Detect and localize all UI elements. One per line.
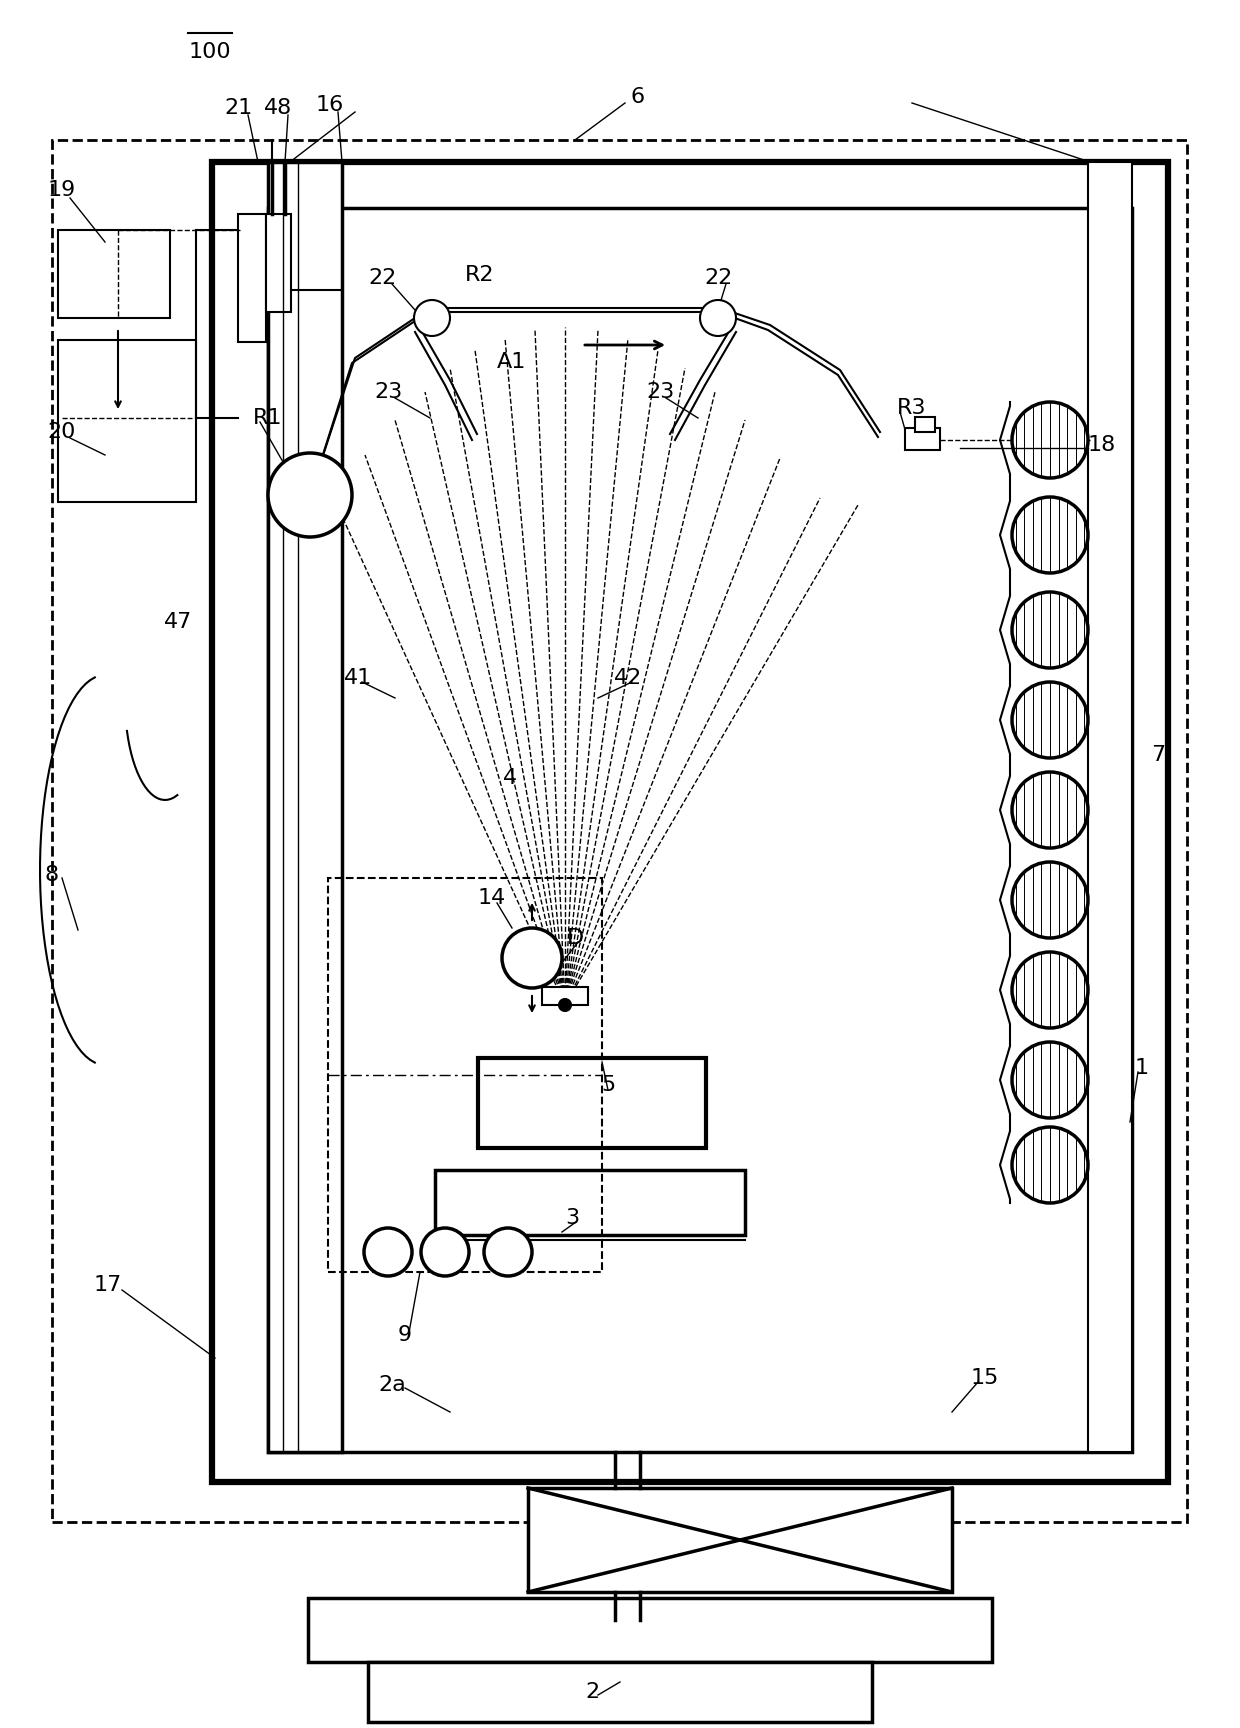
Circle shape: [1012, 1042, 1087, 1118]
Bar: [308, 1598, 992, 1662]
Bar: [52, 140, 1187, 1522]
Text: 2: 2: [585, 1681, 599, 1702]
Bar: [58, 340, 196, 503]
Circle shape: [268, 453, 352, 537]
Circle shape: [414, 301, 450, 335]
Text: R2: R2: [465, 264, 495, 285]
Text: 3: 3: [565, 1208, 579, 1229]
Bar: [268, 162, 342, 1452]
Circle shape: [1012, 403, 1087, 479]
Bar: [542, 987, 588, 1006]
Bar: [58, 230, 170, 318]
Text: 2a: 2a: [378, 1375, 405, 1394]
Text: 23: 23: [374, 382, 402, 403]
Text: 1: 1: [1135, 1058, 1149, 1078]
Bar: [1087, 162, 1132, 1452]
Circle shape: [1012, 772, 1087, 848]
Bar: [435, 1170, 745, 1236]
Circle shape: [502, 928, 562, 988]
Text: 22: 22: [704, 268, 732, 289]
Text: 22: 22: [368, 268, 396, 289]
Circle shape: [422, 1229, 469, 1275]
Bar: [915, 416, 935, 432]
Text: 18: 18: [1087, 435, 1116, 454]
Bar: [212, 162, 1168, 1483]
Bar: [477, 1058, 706, 1147]
Text: 16: 16: [316, 95, 345, 116]
Text: 48: 48: [264, 98, 293, 118]
Text: 23: 23: [646, 382, 675, 403]
Text: R3: R3: [898, 397, 926, 418]
Circle shape: [1012, 862, 1087, 938]
Text: 42: 42: [614, 669, 642, 688]
Bar: [268, 207, 1132, 1452]
Text: 20: 20: [48, 422, 76, 442]
Circle shape: [484, 1229, 532, 1275]
Text: A1: A1: [497, 353, 527, 372]
Text: 4: 4: [503, 767, 517, 788]
Bar: [528, 1488, 952, 1591]
Text: 9: 9: [398, 1325, 412, 1344]
Bar: [238, 214, 267, 342]
Text: 41: 41: [343, 669, 372, 688]
Text: 100: 100: [188, 41, 232, 62]
Text: 19: 19: [48, 180, 76, 200]
Bar: [905, 429, 940, 449]
Bar: [267, 214, 291, 313]
Bar: [329, 878, 601, 1272]
Circle shape: [1012, 683, 1087, 759]
Circle shape: [1012, 952, 1087, 1028]
Text: 6: 6: [631, 86, 645, 107]
Circle shape: [1012, 1127, 1087, 1203]
Circle shape: [1012, 498, 1087, 574]
Text: 47: 47: [164, 612, 192, 632]
Circle shape: [1012, 593, 1087, 669]
Text: 21: 21: [224, 98, 252, 118]
Text: 7: 7: [1151, 745, 1166, 766]
Text: 14: 14: [477, 888, 506, 907]
Text: 17: 17: [94, 1275, 122, 1294]
Text: D: D: [567, 928, 584, 949]
Text: R1: R1: [253, 408, 283, 429]
Text: 5: 5: [601, 1075, 615, 1096]
Text: 8: 8: [45, 866, 60, 885]
Circle shape: [559, 999, 570, 1011]
Circle shape: [365, 1229, 412, 1275]
Text: 15: 15: [971, 1369, 999, 1388]
Bar: [368, 1662, 872, 1723]
Circle shape: [701, 301, 737, 335]
